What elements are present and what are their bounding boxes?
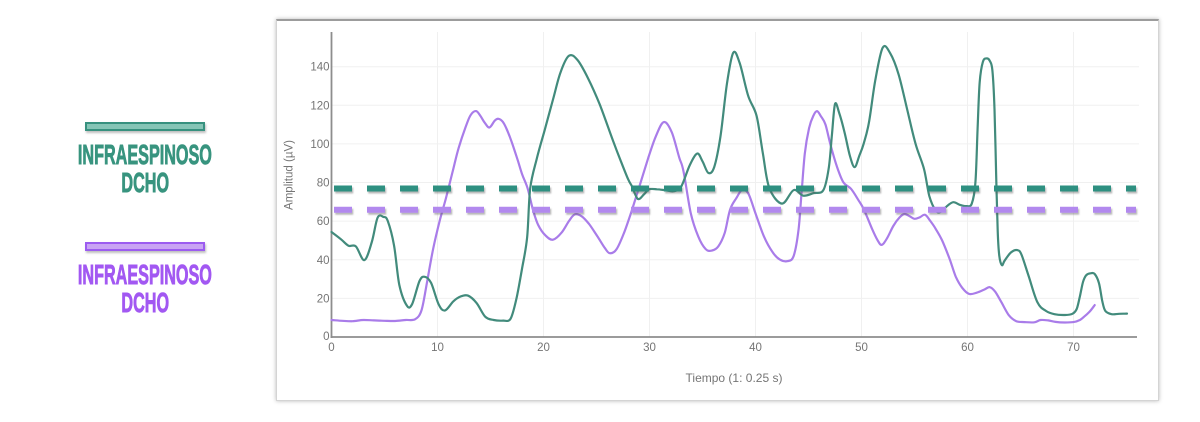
svg-text:20: 20 bbox=[317, 293, 330, 305]
svg-text:30: 30 bbox=[643, 342, 656, 354]
svg-text:100: 100 bbox=[310, 139, 329, 151]
svg-text:60: 60 bbox=[317, 216, 330, 228]
svg-text:60: 60 bbox=[961, 342, 974, 354]
svg-text:10: 10 bbox=[431, 342, 444, 354]
svg-text:Amplitud (µV): Amplitud (µV) bbox=[284, 140, 296, 210]
svg-text:Tiempo (1: 0.25 s): Tiempo (1: 0.25 s) bbox=[686, 371, 783, 385]
svg-text:0: 0 bbox=[323, 331, 329, 343]
svg-text:120: 120 bbox=[310, 100, 329, 112]
svg-text:40: 40 bbox=[317, 255, 330, 267]
svg-text:140: 140 bbox=[310, 62, 329, 74]
svg-text:70: 70 bbox=[1067, 342, 1080, 354]
svg-text:20: 20 bbox=[537, 342, 550, 354]
svg-text:50: 50 bbox=[855, 342, 868, 354]
svg-text:40: 40 bbox=[749, 342, 762, 354]
svg-text:80: 80 bbox=[317, 178, 330, 190]
svg-text:0: 0 bbox=[328, 342, 334, 354]
